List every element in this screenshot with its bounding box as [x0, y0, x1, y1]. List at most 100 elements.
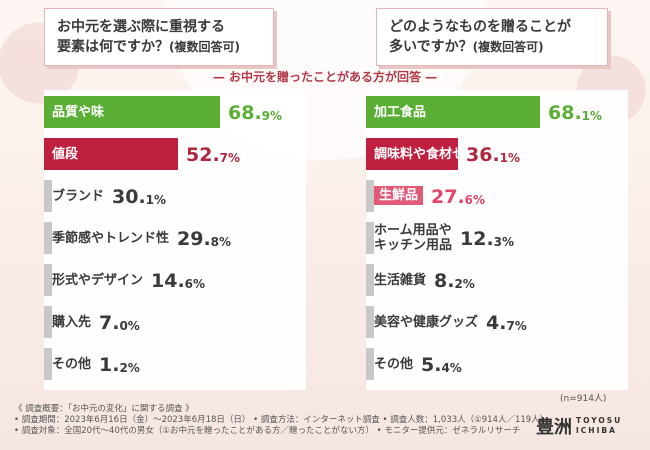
value-minor: 1% [581, 109, 603, 123]
value-major: 5. [421, 354, 442, 376]
bar-right-1 [366, 138, 458, 170]
bar-row: ブランド 30. 1% [44, 180, 306, 212]
value-major: 7. [99, 312, 120, 334]
value-minor: 7% [219, 151, 241, 165]
value-major: 68. [228, 102, 262, 124]
bar-row: 季節感やトレンド性 29. 8% [44, 222, 306, 254]
logo-kanji: 豊洲 [536, 417, 572, 438]
value-label: 8. 2% [434, 264, 475, 296]
value-minor: 1% [499, 151, 521, 165]
right-question-note: (複数回答可) [472, 40, 544, 54]
value-minor: 8% [210, 235, 232, 249]
bar-row: 値段 52. 7% [44, 138, 306, 170]
category-label: 生活雑貨 [374, 272, 427, 288]
value-label: 68. 1% [548, 96, 602, 128]
right-question-box: どのようなものを贈ることが 多いですか？(複数回答可) [376, 8, 608, 66]
value-label: 52. 7% [186, 138, 240, 170]
left-chart-panel: 品質や味 68. 9% 値段 52. 7% ブランド 30. 1% 季節感やトレンド性 29. 8% 形… [44, 90, 306, 390]
value-minor: 1% [145, 193, 167, 207]
value-minor: 7% [506, 319, 527, 333]
category-label: ブランド [52, 188, 105, 204]
category-label: 季節感やトレンド性 [52, 230, 170, 246]
bar-right-4 [366, 264, 374, 296]
value-major: 30. [112, 186, 146, 208]
bar-row: 購入先 7. 0% [44, 306, 306, 338]
bar-right-3 [366, 222, 374, 254]
toyosu-ichiba-logo: 豊洲 TOYOSU ICHIBA [536, 410, 636, 442]
left-question-box: お中元を選ぶ際に重視する 要素は何ですか？(複数回答可) [44, 8, 274, 66]
category-label: 購入先 [52, 314, 92, 330]
bar-left-1 [44, 138, 178, 170]
logo-roman-line2: ICHIBA [576, 426, 617, 435]
value-label: 12. 3% [460, 222, 514, 254]
category-label: 加工食品 [374, 104, 427, 120]
category-label: その他 [52, 356, 92, 372]
category-label: 美容や健康グッズ [374, 314, 479, 330]
bar-left-3 [44, 222, 52, 254]
value-label: 68. 9% [228, 96, 282, 128]
value-minor: 2% [454, 277, 475, 291]
value-major: 52. [186, 144, 220, 166]
left-question-main: 要素は何ですか？ [57, 39, 169, 55]
bar-left-4 [44, 264, 52, 296]
value-major: 14. [151, 270, 185, 292]
bar-right-5 [366, 306, 374, 338]
logo-roman-line1: TOYOSU [576, 416, 623, 425]
value-minor: 6% [464, 193, 486, 207]
category-label: その他 [374, 356, 414, 372]
bar-left-2 [44, 180, 52, 212]
value-major: 4. [486, 312, 507, 334]
bar-row: 美容や健康グッズ 4. 7% [366, 306, 628, 338]
bar-row: 生活雑貨 8. 2% [366, 264, 628, 296]
category-label: 品質や味 [52, 104, 105, 120]
value-minor: 0% [119, 319, 140, 333]
value-label: 4. 7% [486, 306, 527, 338]
value-minor: 6% [184, 277, 206, 291]
value-label: 30. 1% [112, 180, 166, 212]
category-label: ホーム用品や キッチン用品 [374, 222, 452, 254]
bar-row: 形式やデザイン 14. 6% [44, 264, 306, 296]
footer-line-1: 《 調査概要：「お中元の変化」に関する調査 》 [14, 404, 194, 414]
value-label: 5. 4% [421, 348, 462, 380]
bar-row: その他 1. 2% [44, 348, 306, 380]
value-label: 14. 6% [151, 264, 205, 296]
value-major: 12. [460, 228, 494, 250]
bar-left-6 [44, 348, 52, 380]
value-minor: 2% [119, 361, 140, 375]
logo-roman: TOYOSU ICHIBA [576, 416, 622, 436]
value-major: 68. [548, 102, 582, 124]
category-label-line: キッチン用品 [374, 238, 453, 253]
bar-row: 品質や味 68. 9% [44, 96, 306, 128]
right-chart-panel: 加工食品 68. 1% 調味料や食材セット 36. 1% 生鮮品 27. 6% ホーム用品や キッチ… [366, 90, 628, 390]
left-question-note: (複数回答可) [169, 40, 240, 54]
bar-row: ホーム用品や キッチン用品 12. 3% [366, 222, 628, 254]
value-minor: 3% [493, 235, 515, 249]
bar-row: 調味料や食材セット 36. 1% [366, 138, 628, 170]
bar-left-5 [44, 306, 52, 338]
value-minor: 4% [441, 361, 462, 375]
value-label: 29. 8% [177, 222, 231, 254]
respondent-subtitle: — お中元を贈ったことがある方が回答 — [212, 70, 438, 84]
category-label: 値段 [52, 146, 79, 162]
sample-size-note: (n=914人) [560, 394, 607, 404]
footer-line-2: • 調査期間：2023年6月16日（金）〜2023年6月18日（日） • 調査方… [14, 415, 549, 425]
right-question-line2: 多いですか？(複数回答可) [389, 37, 595, 57]
value-major: 29. [177, 228, 211, 250]
left-question-line1: お中元を選ぶ際に重視する [57, 19, 225, 35]
bar-right-2 [366, 180, 374, 212]
bar-right-6 [366, 348, 374, 380]
value-label: 36. 1% [466, 138, 520, 170]
category-label: 生鮮品 [374, 186, 424, 205]
value-label: 1. 2% [99, 348, 140, 380]
bar-row: 加工食品 68. 1% [366, 96, 628, 128]
bar-left-0 [44, 96, 220, 128]
left-question-line2: 要素は何ですか？(複数回答可) [57, 37, 261, 57]
bar-row: その他 5. 4% [366, 348, 628, 380]
value-minor: 9% [261, 109, 283, 123]
bar-right-0 [366, 96, 540, 128]
value-label: 27. 6% [431, 180, 485, 212]
category-label-line: ホーム用品や [374, 223, 452, 238]
value-major: 1. [99, 354, 120, 376]
value-major: 27. [431, 186, 465, 208]
value-major: 36. [466, 144, 500, 166]
